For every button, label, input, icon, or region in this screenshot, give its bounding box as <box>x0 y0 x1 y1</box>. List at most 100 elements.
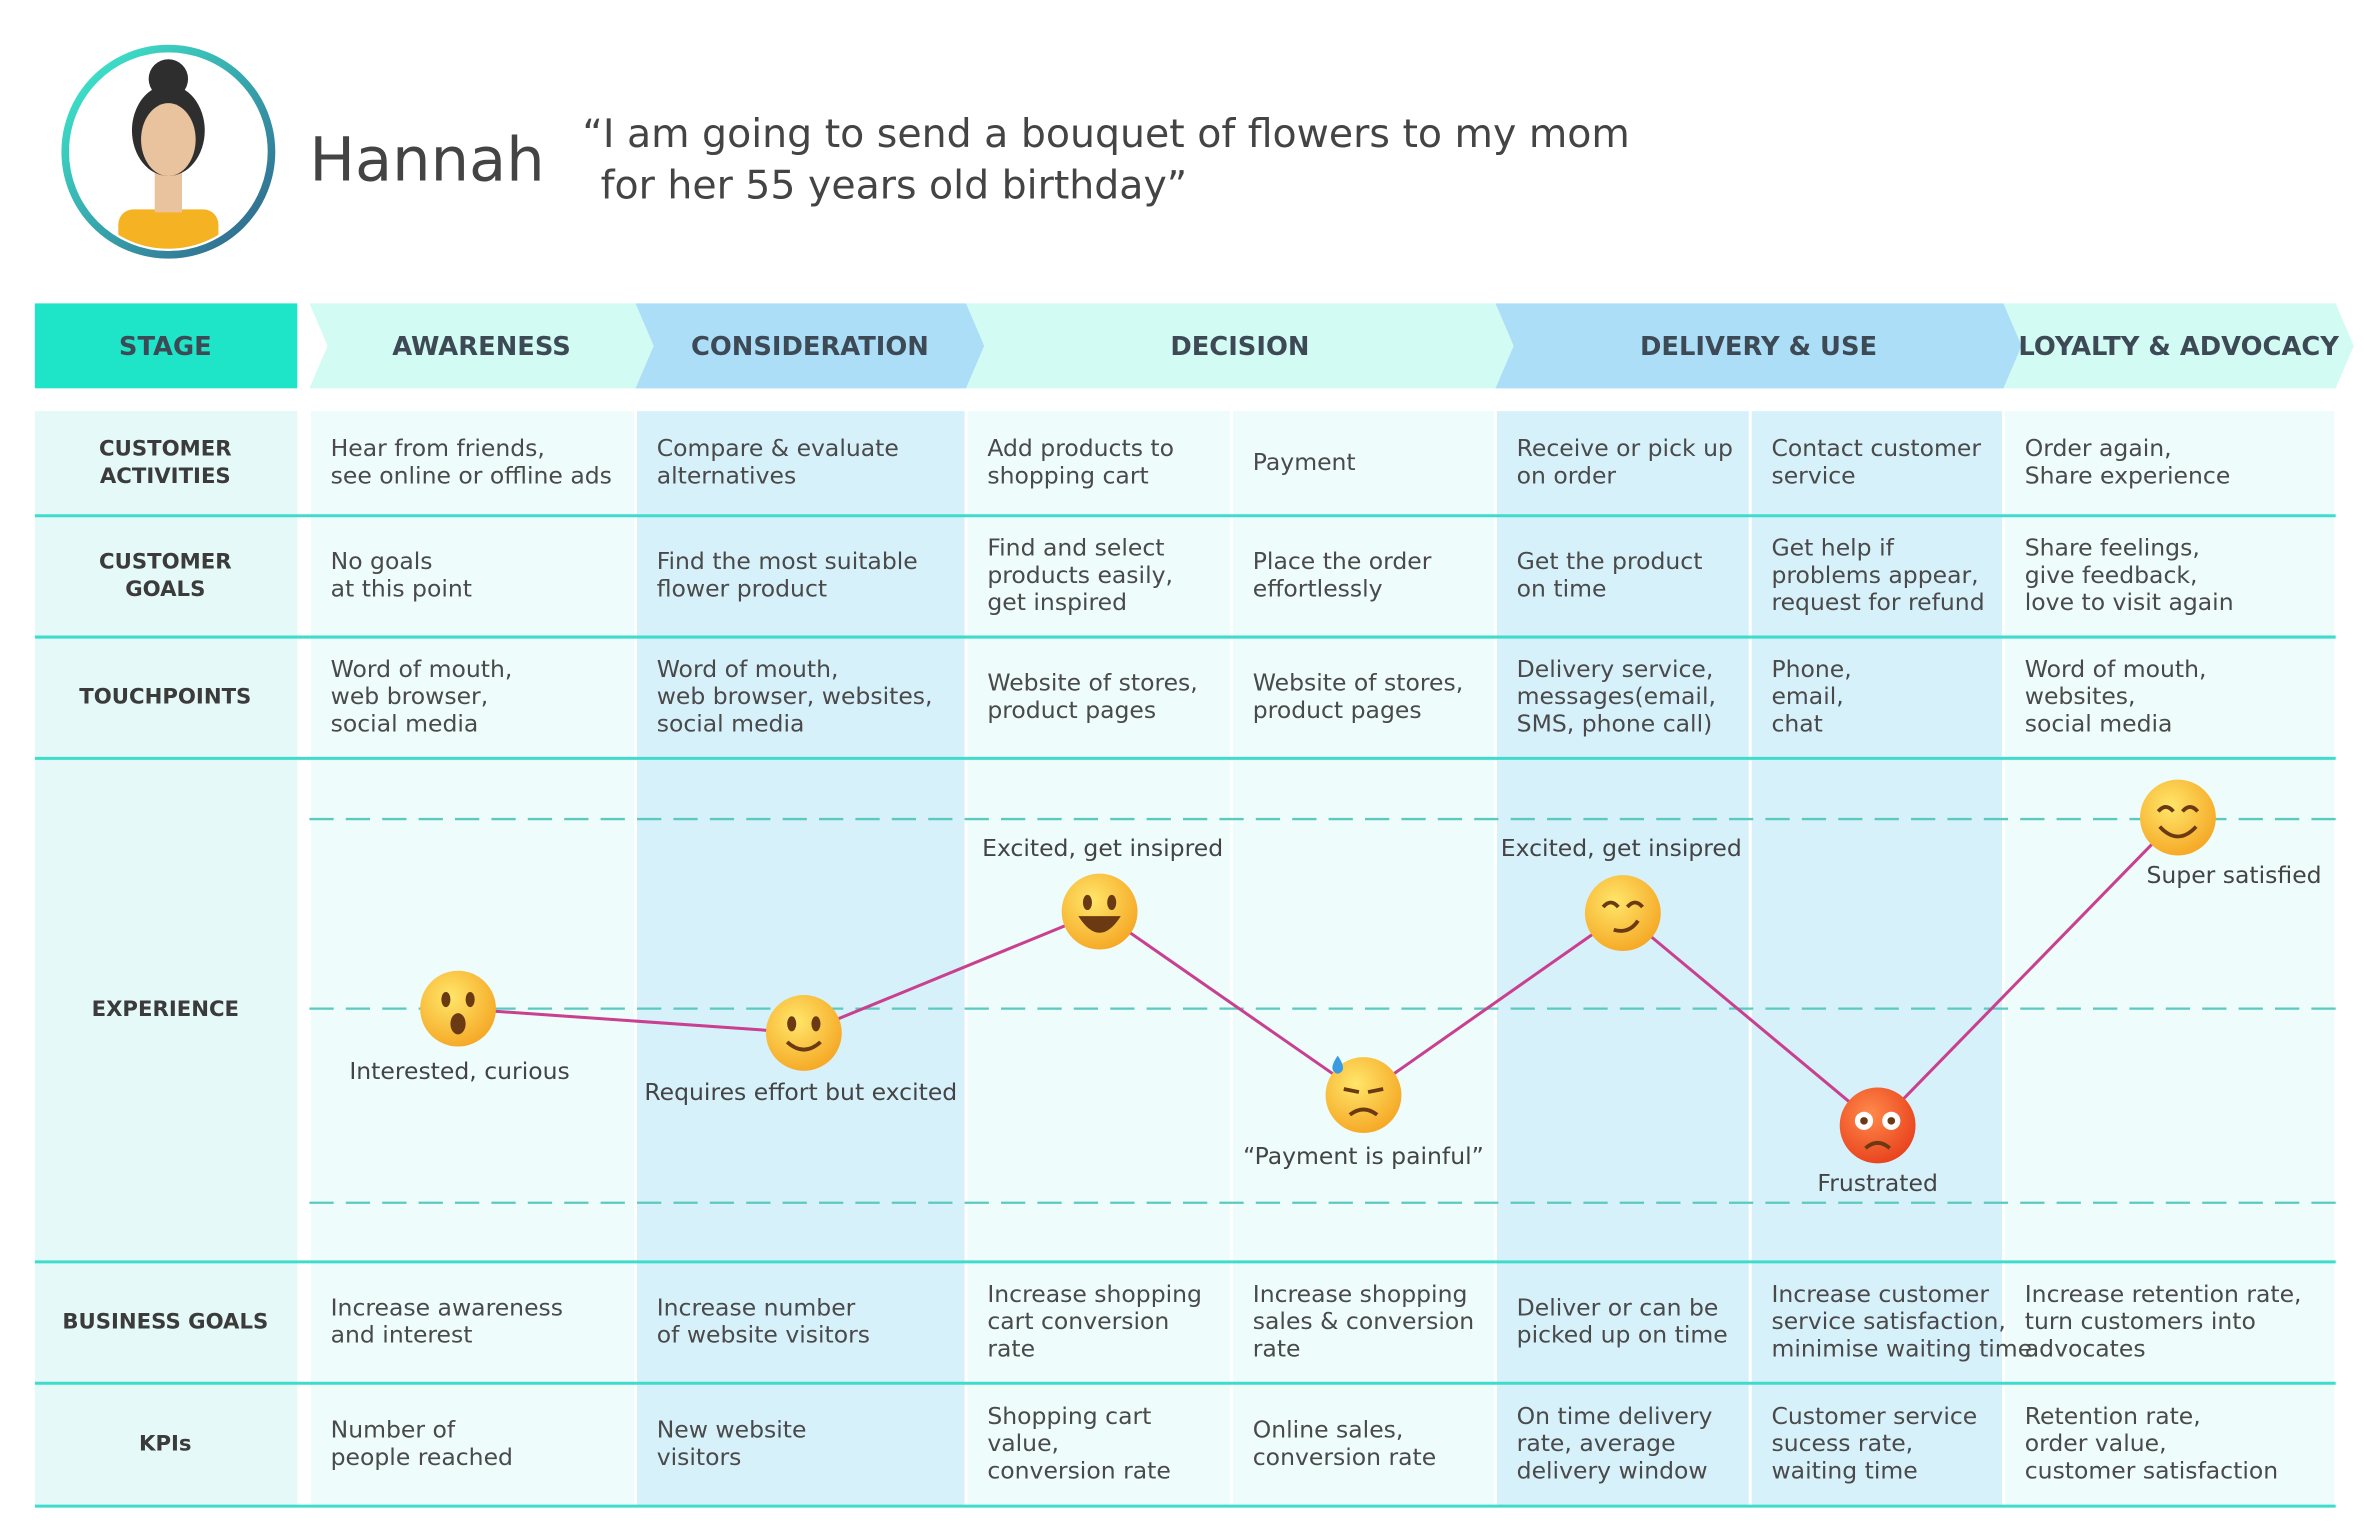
emoji-mouth <box>450 1013 466 1035</box>
emotion-label: Excited, get insipred <box>1501 834 1742 862</box>
emoji-eye <box>1601 900 1645 909</box>
cell-text: email, <box>1771 682 1843 710</box>
emotion-label: Interested, curious <box>349 1057 569 1085</box>
emoji-face <box>1061 873 1138 950</box>
emoji-drop <box>1332 1055 1344 1074</box>
cell-text: picked up on time <box>1517 1321 1728 1349</box>
emoji-mouth <box>1613 919 1640 933</box>
cell-text: delivery window <box>1517 1456 1708 1484</box>
row-label: BUSINESS GOALS <box>62 1310 268 1335</box>
cell-text: product pages <box>987 696 1156 724</box>
emoji-pupil <box>1887 1117 1896 1125</box>
cell-text: of website visitors <box>657 1321 870 1349</box>
cell-text: No goals <box>331 547 433 575</box>
cell-text: chat <box>1771 710 1822 738</box>
emoji-face <box>1839 1087 1916 1164</box>
cell-text: Contact customer <box>1771 434 1981 462</box>
stage-label-box <box>34 303 298 389</box>
stage-chevron <box>309 303 654 389</box>
cell-text: Increase shopping <box>1253 1280 1468 1308</box>
emotion-label: Super satisfied <box>2146 861 2321 889</box>
cell-text: service <box>1771 462 1855 490</box>
cell-text: Word of mouth, <box>331 655 513 683</box>
cell-text: social media <box>331 710 479 738</box>
emoji-mouth <box>785 1040 822 1052</box>
cell-text: Receive or pick up <box>1517 434 1733 462</box>
cell-text: social media <box>2025 710 2173 738</box>
emoji-mouth <box>1864 1140 1892 1150</box>
column-bg <box>967 411 1231 1507</box>
cell-text: Deliver or can be <box>1517 1293 1719 1321</box>
cell-text: Add products to <box>987 434 1174 462</box>
cell-text: Hear from friends, <box>331 434 545 462</box>
cell-text: request for refund <box>1771 588 1984 616</box>
cell-text: On time delivery <box>1517 1402 1713 1430</box>
cell-text: Place the order <box>1253 547 1432 575</box>
cell-text: Increase retention rate, <box>2025 1280 2302 1308</box>
emoji-eye <box>2156 805 2200 813</box>
emoji-eye <box>787 1016 797 1032</box>
emoji <box>1839 1087 1916 1164</box>
cell-text: products easily, <box>987 561 1173 589</box>
emoji <box>2140 779 2216 856</box>
emoji <box>1584 875 1661 951</box>
row-label: TOUCHPOINTS <box>79 685 251 710</box>
cell-text: Compare & evaluate <box>657 434 899 462</box>
emoji-eye <box>811 1016 821 1032</box>
stage-name: LOYALTY & ADVOCACY <box>2018 332 2339 362</box>
cell-text: Share feelings, <box>2025 534 2200 562</box>
cell-text: give feedback, <box>2025 561 2198 589</box>
emoji <box>1325 1055 1402 1133</box>
cell-text: conversion rate <box>987 1456 1170 1484</box>
cell-text: rate, average <box>1517 1429 1676 1457</box>
cell-text: Get the product <box>1517 547 1703 575</box>
column-bg <box>1233 411 1494 1507</box>
cell-text: Word of mouth, <box>2025 655 2207 683</box>
emoji <box>1061 873 1138 950</box>
cell-text: cart conversion <box>987 1307 1169 1335</box>
emotion-label: Frustrated <box>1817 1169 1937 1197</box>
row-label: CUSTOMER <box>99 437 232 462</box>
label-column <box>34 411 298 1507</box>
column-bg <box>310 411 634 1507</box>
emoji-eye <box>1343 1087 1384 1094</box>
emoji-face <box>765 994 842 1071</box>
cell-text: service satisfaction, <box>1771 1307 2005 1335</box>
emoji-mouth <box>1348 1107 1379 1117</box>
stage-name: DELIVERY & USE <box>1640 332 1877 362</box>
cell-text: Share experience <box>2025 462 2231 490</box>
cell-text: Website of stores, <box>1253 669 1463 697</box>
cell-text: Order again, <box>2025 434 2172 462</box>
row-label: GOALS <box>125 577 205 602</box>
cell-text: Delivery service, <box>1517 655 1714 683</box>
cell-text: Retention rate, <box>2025 1402 2201 1430</box>
cell-text: advocates <box>2025 1334 2146 1362</box>
emoji-face <box>1584 875 1661 951</box>
stage-chevron <box>1495 303 2022 389</box>
cell-text: at this point <box>331 575 472 603</box>
emoji-pupil <box>1860 1117 1868 1125</box>
cell-text: New website <box>657 1416 807 1444</box>
emoji-eye <box>1082 894 1092 911</box>
stage-name: DECISION <box>1170 332 1309 362</box>
cell-text: minimise waiting time <box>1771 1334 2032 1362</box>
row-label: CUSTOMER <box>99 550 232 575</box>
cell-text: Payment <box>1253 448 1356 476</box>
cell-text: and interest <box>331 1321 473 1349</box>
cell-text: Increase shopping <box>987 1280 1202 1308</box>
cell-text: Find the most suitable <box>657 547 918 575</box>
cell-text: messages(email, <box>1517 682 1716 710</box>
cell-text: people reached <box>331 1443 513 1471</box>
cell-text: visitors <box>657 1443 742 1471</box>
emoji-face <box>1325 1057 1402 1133</box>
persona-name: Hannah <box>309 125 544 195</box>
cell-text: web browser, websites, <box>657 682 933 710</box>
row-label: EXPERIENCE <box>92 997 239 1022</box>
cell-text: product pages <box>1253 696 1422 724</box>
cell-text: web browser, <box>331 682 489 710</box>
stage-label: STAGE <box>119 332 212 362</box>
cell-text: Increase number <box>657 1293 856 1321</box>
column-bg <box>1496 411 1749 1507</box>
emotion-label: Requires effort but excited <box>644 1078 957 1106</box>
